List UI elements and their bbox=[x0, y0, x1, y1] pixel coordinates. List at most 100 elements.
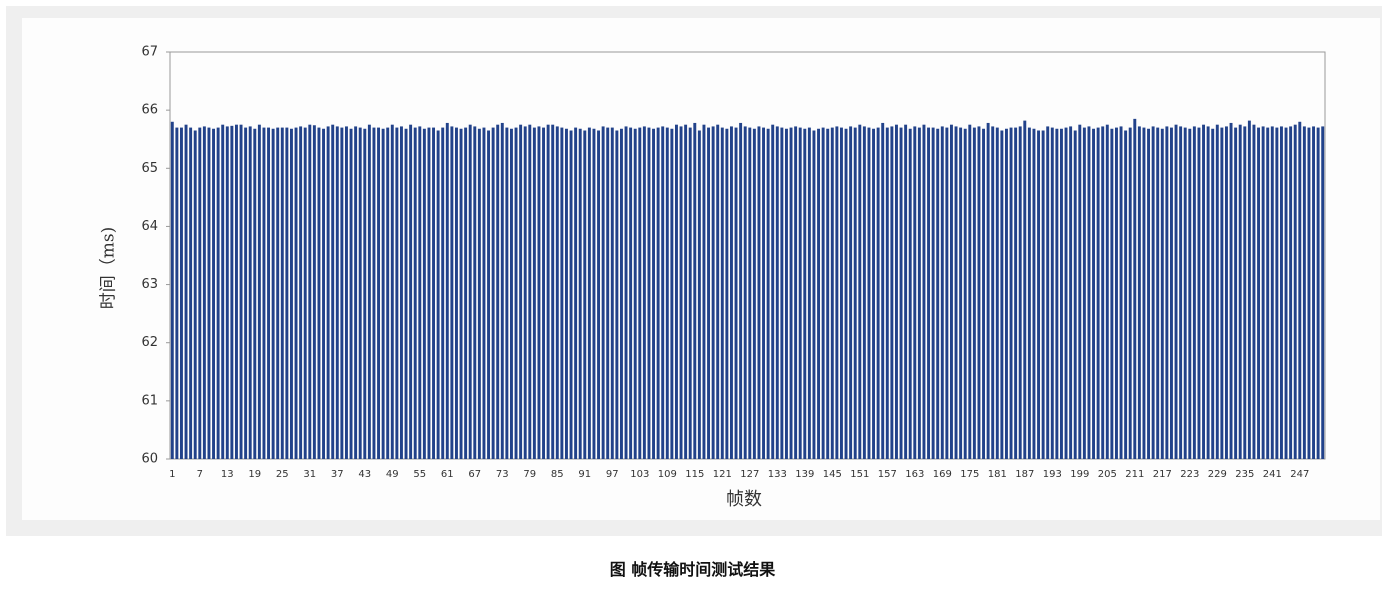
bar bbox=[317, 127, 321, 459]
bar bbox=[532, 127, 536, 459]
bar bbox=[542, 127, 546, 459]
x-tick-label: 157 bbox=[878, 469, 897, 480]
y-tick-label: 62 bbox=[141, 335, 158, 350]
bar bbox=[725, 128, 729, 459]
bar bbox=[537, 126, 541, 460]
bar bbox=[354, 126, 358, 460]
bar bbox=[170, 121, 174, 460]
bar bbox=[789, 127, 793, 459]
bar bbox=[303, 127, 307, 459]
bar bbox=[569, 130, 573, 459]
bar bbox=[253, 128, 257, 459]
x-tick-label: 151 bbox=[850, 469, 869, 480]
bar bbox=[349, 128, 353, 459]
bar bbox=[234, 124, 238, 459]
bar bbox=[1147, 128, 1151, 459]
bar bbox=[555, 126, 559, 460]
x-tick-label: 211 bbox=[1125, 469, 1144, 480]
x-tick-label: 91 bbox=[578, 469, 591, 480]
bar bbox=[977, 126, 981, 460]
bar bbox=[1027, 127, 1031, 459]
bar bbox=[982, 128, 986, 459]
bar bbox=[496, 124, 500, 459]
y-tick-label: 64 bbox=[141, 219, 158, 234]
bar bbox=[940, 126, 944, 460]
bar bbox=[386, 127, 390, 459]
bar bbox=[1073, 130, 1077, 459]
bar bbox=[1128, 127, 1132, 459]
bar bbox=[835, 126, 839, 460]
bar bbox=[665, 127, 669, 459]
bar bbox=[624, 126, 628, 460]
bar bbox=[1078, 124, 1082, 459]
plot-frame bbox=[169, 51, 1326, 460]
bar bbox=[528, 124, 532, 459]
x-tick-label: 25 bbox=[276, 469, 289, 480]
bar bbox=[1009, 127, 1013, 459]
x-tick-label: 115 bbox=[685, 469, 704, 480]
bar bbox=[968, 124, 972, 459]
bar bbox=[432, 127, 436, 459]
bar bbox=[1202, 124, 1206, 459]
bar bbox=[473, 126, 477, 460]
bar bbox=[248, 126, 252, 460]
x-tick-label: 217 bbox=[1153, 469, 1172, 480]
bar bbox=[1114, 127, 1118, 459]
bar bbox=[1270, 126, 1274, 460]
bar bbox=[509, 128, 513, 459]
bar bbox=[803, 128, 807, 459]
bar bbox=[1229, 122, 1233, 459]
bar bbox=[450, 126, 454, 460]
bar bbox=[1133, 118, 1137, 459]
bar bbox=[280, 127, 284, 459]
bar bbox=[1000, 130, 1004, 459]
caption: 图 帧传输时间测试结果 bbox=[609, 560, 776, 579]
bar bbox=[436, 130, 440, 459]
bar bbox=[230, 125, 234, 459]
x-tick-label: 169 bbox=[933, 469, 952, 480]
bar bbox=[619, 128, 623, 459]
bar bbox=[445, 122, 449, 459]
bar bbox=[949, 124, 953, 459]
bar bbox=[1032, 128, 1036, 459]
bar bbox=[377, 127, 381, 459]
x-tick-label: 97 bbox=[606, 469, 619, 480]
bar bbox=[697, 130, 701, 459]
bar bbox=[652, 128, 656, 459]
bar bbox=[817, 128, 821, 459]
bar bbox=[308, 124, 312, 459]
bar bbox=[404, 128, 408, 459]
bar bbox=[931, 127, 935, 459]
bar bbox=[881, 122, 885, 459]
bar bbox=[766, 128, 770, 459]
bar bbox=[335, 126, 339, 460]
bar bbox=[1261, 126, 1265, 460]
bar bbox=[702, 124, 706, 459]
bar bbox=[986, 122, 990, 459]
bar bbox=[1224, 126, 1228, 460]
bar bbox=[1151, 126, 1155, 460]
bar bbox=[615, 130, 619, 459]
bar bbox=[409, 124, 413, 459]
bar bbox=[739, 122, 743, 459]
bar bbox=[505, 127, 509, 459]
y-tick-label: 61 bbox=[141, 393, 158, 408]
bar bbox=[1243, 126, 1247, 460]
bar bbox=[1037, 130, 1041, 459]
bar bbox=[1312, 126, 1316, 460]
bar bbox=[1197, 127, 1201, 459]
bar bbox=[775, 126, 779, 460]
x-tick-label: 61 bbox=[441, 469, 454, 480]
bar bbox=[399, 126, 403, 460]
bar bbox=[212, 128, 216, 459]
bar bbox=[1110, 128, 1114, 459]
bar bbox=[610, 127, 614, 459]
bar bbox=[917, 127, 921, 459]
bar bbox=[734, 127, 738, 459]
bar bbox=[1004, 128, 1008, 459]
bar bbox=[1101, 126, 1105, 460]
bar bbox=[1165, 126, 1169, 460]
bar bbox=[560, 127, 564, 459]
bar bbox=[972, 127, 976, 459]
y-tick-label: 66 bbox=[141, 103, 158, 118]
